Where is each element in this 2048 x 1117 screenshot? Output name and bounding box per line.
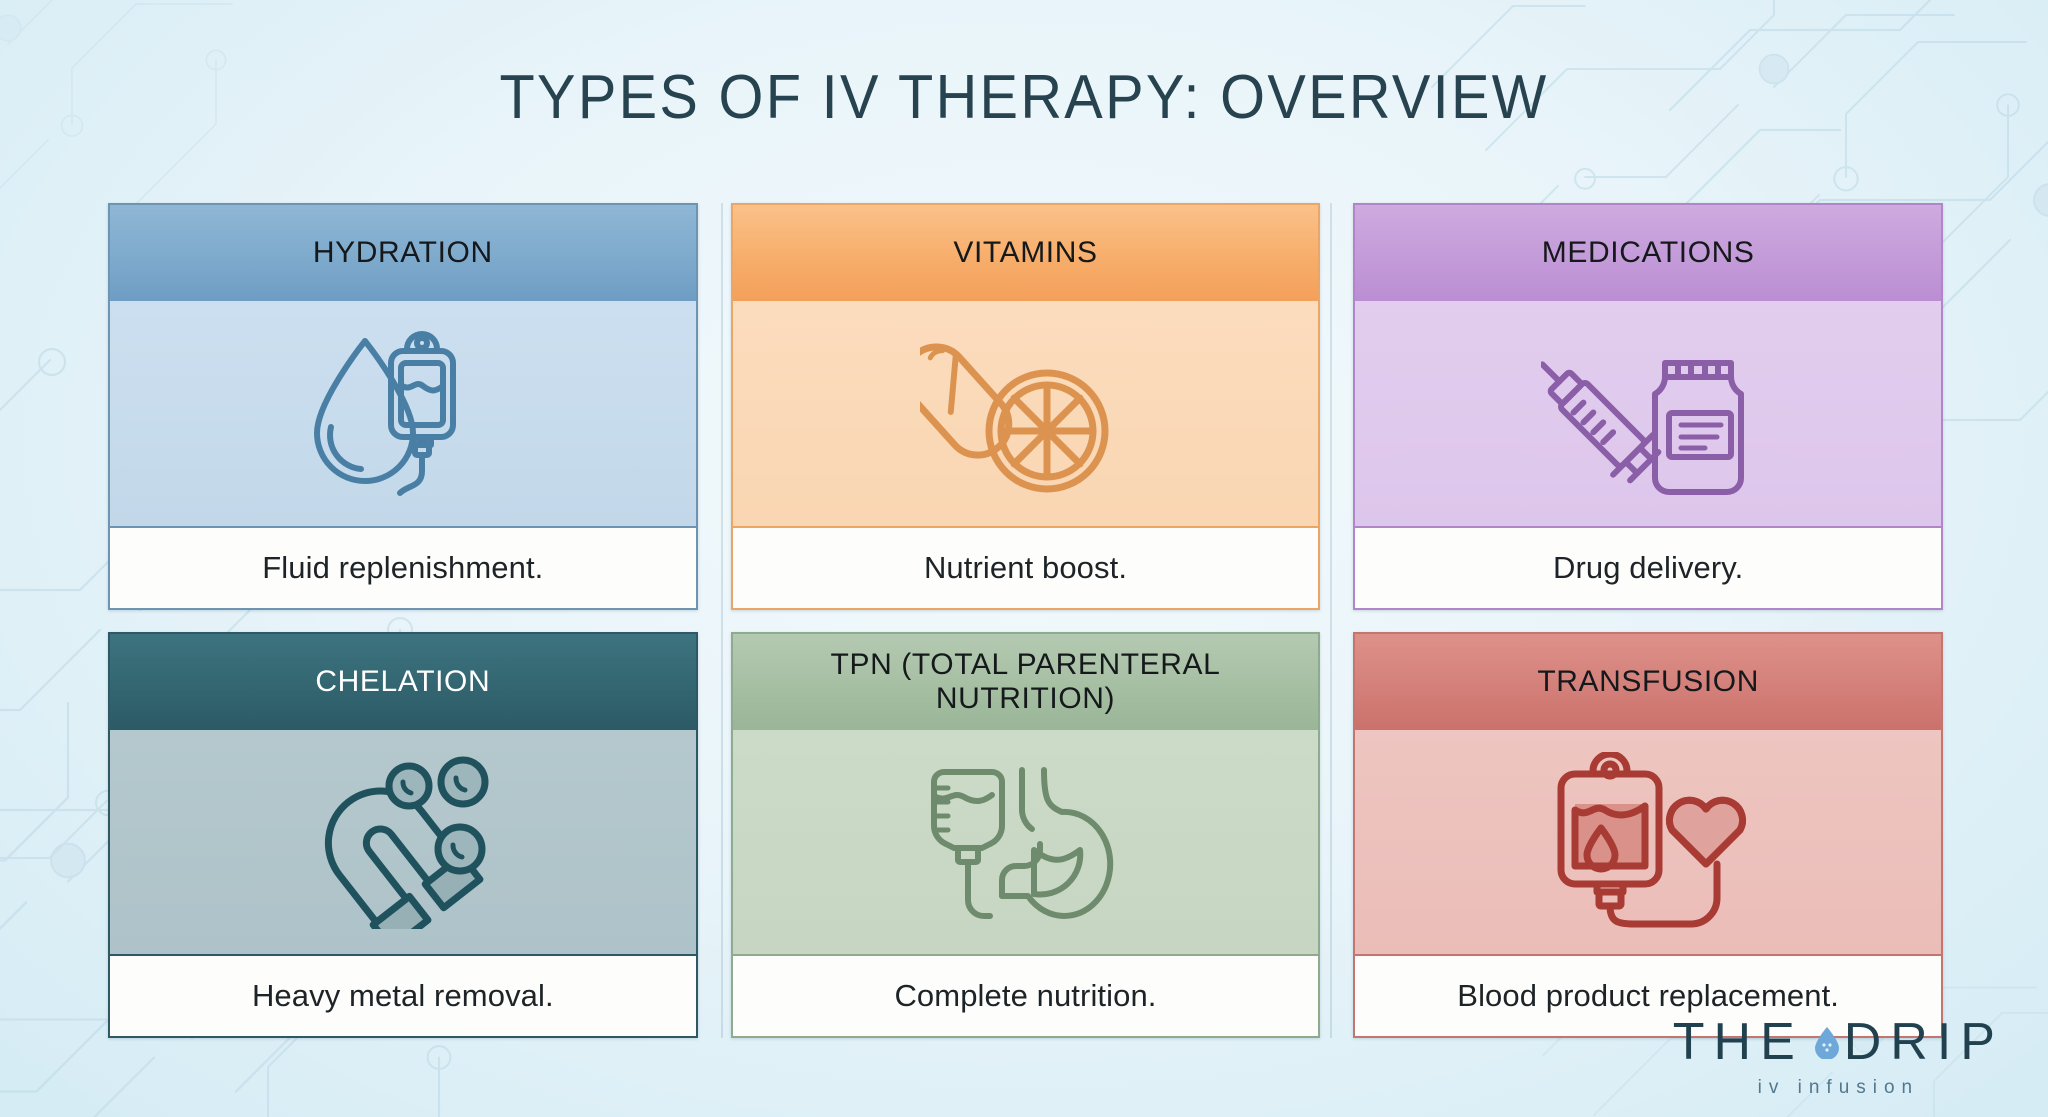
water-drop-iv-bag-icon xyxy=(313,331,456,497)
card-caption-transfusion: Blood product replacement. xyxy=(1355,954,1941,1036)
card-header-chelation: CHELATION xyxy=(110,633,696,730)
card-caption-hydration: Fluid replenishment. xyxy=(110,525,696,608)
capsule-orange-slice-icon xyxy=(920,343,1109,493)
card-transfusion[interactable]: TRANSFUSION xyxy=(1353,631,1943,1038)
logo-drip: DRIP xyxy=(1843,1013,2004,1071)
therapy-card-grid: HYDRATION xyxy=(108,203,1943,1038)
card-icon-area-vitamins xyxy=(732,301,1319,526)
logo-the: THE xyxy=(1672,1013,1804,1071)
page-title: TYPES OF IV THERAPY: OVERVIEW xyxy=(499,63,1549,132)
card-header-tpn: TPN (TOTAL PARENTERAL NUTRITION) xyxy=(732,633,1319,730)
card-header-hydration: HYDRATION xyxy=(110,205,696,301)
water-drop-icon xyxy=(1814,1027,1839,1059)
card-vitamins[interactable]: VITAMINS Nutrient boost. xyxy=(730,203,1321,610)
card-caption-tpn: Complete nutrition. xyxy=(732,954,1319,1036)
card-icon-area-chelation xyxy=(110,729,696,954)
card-caption-medications: Drug delivery. xyxy=(1355,525,1941,608)
magnet-particles-icon xyxy=(324,756,489,930)
column-separator xyxy=(1330,203,1332,1038)
card-icon-area-medications xyxy=(1355,301,1941,526)
syringe-vial-icon xyxy=(1540,359,1744,495)
card-chelation[interactable]: CHELATION xyxy=(108,631,698,1038)
card-caption-vitamins: Nutrient boost. xyxy=(732,525,1319,608)
card-icon-area-hydration xyxy=(110,301,696,526)
card-hydration[interactable]: HYDRATION xyxy=(108,203,698,610)
card-icon-area-transfusion xyxy=(1355,729,1941,954)
blood-bag-heart-icon xyxy=(1557,751,1746,928)
iv-bag-stomach-icon xyxy=(930,767,1114,920)
card-header-vitamins: VITAMINS xyxy=(732,205,1319,301)
brand-logo[interactable]: THE DRIP iv infusion xyxy=(1673,1016,2004,1099)
logo-wordmark: THE DRIP xyxy=(1673,1016,2004,1068)
logo-subtitle: iv infusion xyxy=(1757,1077,1920,1098)
card-header-medications: MEDICATIONS xyxy=(1355,205,1941,301)
card-caption-chelation: Heavy metal removal. xyxy=(110,954,696,1036)
column-separator xyxy=(721,203,723,1038)
card-tpn[interactable]: TPN (TOTAL PARENTERAL NUTRITION) xyxy=(730,631,1321,1038)
card-medications[interactable]: MEDICATIONS xyxy=(1353,203,1943,610)
card-header-transfusion: TRANSFUSION xyxy=(1355,633,1941,730)
card-icon-area-tpn xyxy=(732,729,1319,954)
